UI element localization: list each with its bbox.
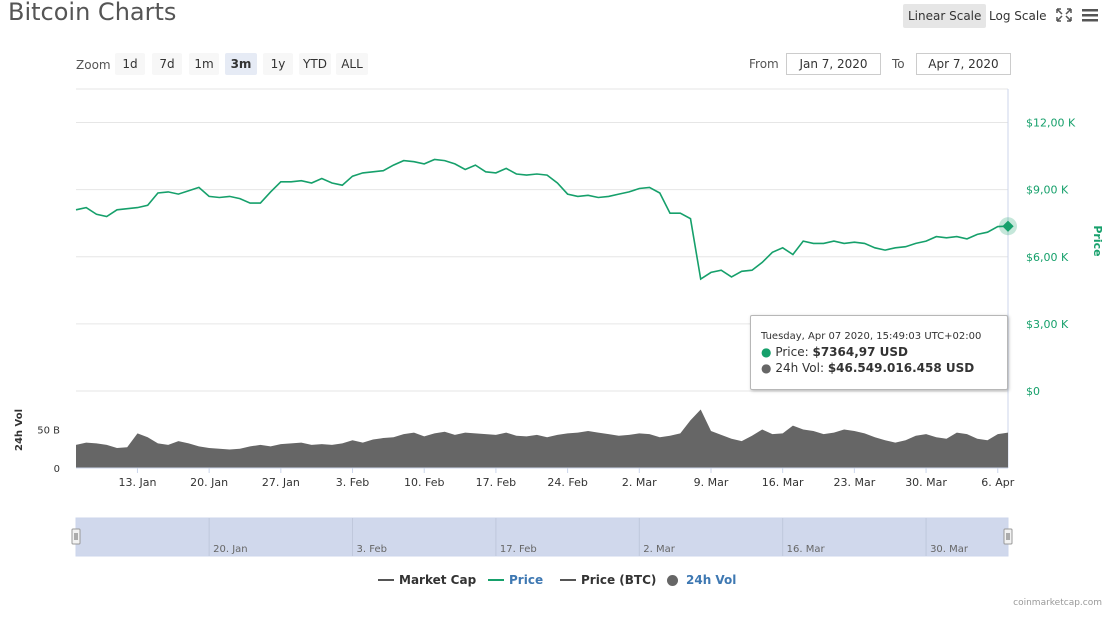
x-tick-label: 2. Mar	[622, 476, 657, 489]
vol-swatch	[667, 574, 678, 586]
from-date-input[interactable]: Jan 7, 2020	[786, 53, 881, 75]
price-swatch	[488, 579, 504, 581]
legend-market-cap[interactable]: Market Cap	[378, 572, 476, 588]
menu-icon[interactable]	[1080, 6, 1100, 24]
tooltip-price-dot: ●	[761, 345, 772, 359]
tooltip-vol-value: $46.549.016.458 USD	[827, 361, 975, 375]
x-tick-label: 6. Apr	[981, 476, 1014, 489]
navigator-tick-label: 17. Feb	[500, 544, 537, 555]
volume-tick-label: 0	[54, 464, 60, 475]
price-tick-label: $12,00 K	[1026, 117, 1076, 130]
log-scale-button[interactable]: Log Scale	[989, 9, 1047, 23]
legend-price[interactable]: Price	[488, 572, 543, 588]
axes: $0 $3,00 K $6,00 K $9,00 K $12,00 K 0 50 B 13. …	[37, 117, 1076, 489]
credit-link[interactable]: coinmarketcap.com	[1013, 598, 1102, 608]
from-label: From	[749, 57, 779, 71]
navigator[interactable]: 20. Jan 3. Feb 17. Feb 2. Mar 16. Mar 30. Mar	[71, 517, 1013, 557]
x-tick-label: 3. Feb	[336, 476, 369, 489]
zoom-label: Zoom	[76, 58, 111, 72]
navigator-tick-label: 30. Mar	[930, 544, 969, 555]
navigator-tick-label: 16. Mar	[787, 544, 826, 555]
price-tick-label: $0	[1026, 385, 1040, 398]
chart-tooltip: Tuesday, Apr 07 2020, 15:49:03 UTC+02:00…	[750, 315, 1008, 390]
legend-price-btc[interactable]: Price (BTC)	[560, 572, 656, 588]
linear-scale-button[interactable]: Linear Scale	[903, 4, 987, 28]
x-tick-label: 17. Feb	[476, 476, 516, 489]
zoom-3m-button[interactable]: 3m	[225, 53, 257, 75]
zoom-7d-button[interactable]: 7d	[152, 53, 182, 75]
grid-lines	[76, 88, 1009, 468]
volume-series	[76, 409, 1008, 468]
volume-axis-title: 24h Vol	[14, 409, 25, 451]
price-line	[75, 158, 1009, 281]
legend-price-label: Price	[509, 573, 544, 587]
tooltip-timestamp: Tuesday, Apr 07 2020, 15:49:03 UTC+02:00	[761, 331, 982, 342]
tooltip-vol-label: 24h Vol:	[775, 361, 824, 375]
price-series	[75, 158, 1017, 281]
hover-marker	[1002, 220, 1014, 232]
price-tick-label: $3,00 K	[1026, 318, 1069, 331]
legend-price-btc-label: Price (BTC)	[581, 573, 657, 587]
to-date-input[interactable]: Apr 7, 2020	[916, 53, 1011, 75]
x-tick-label: 10. Feb	[404, 476, 444, 489]
zoom-1d-button[interactable]: 1d	[115, 53, 145, 75]
price-btc-swatch	[560, 579, 576, 581]
navigator-handle-left	[71, 528, 81, 545]
zoom-1m-button[interactable]: 1m	[189, 53, 219, 75]
x-tick-label: 30. Mar	[905, 476, 947, 489]
x-tick-label: 13. Jan	[118, 476, 156, 489]
volume-area	[76, 409, 1008, 468]
x-tick-label: 20. Jan	[190, 476, 228, 489]
tooltip-price-value: $7364,97 USD	[812, 345, 908, 359]
navigator-tick-label: 3. Feb	[357, 544, 387, 555]
navigator-tick-label: 2. Mar	[643, 544, 675, 555]
legend-market-cap-label: Market Cap	[399, 573, 477, 587]
x-tick-label: 24. Feb	[547, 476, 587, 489]
price-tick-label: $6,00 K	[1026, 251, 1069, 264]
price-tick-label: $9,00 K	[1026, 184, 1069, 197]
volume-tick-label: 50 B	[37, 426, 60, 437]
x-tick-label: 23. Mar	[833, 476, 875, 489]
x-tick-label: 16. Mar	[762, 476, 804, 489]
navigator-tick-label: 20. Jan	[213, 544, 248, 555]
zoom-ytd-button[interactable]: YTD	[299, 53, 331, 75]
tooltip-price-label: Price:	[775, 345, 809, 359]
market-cap-swatch	[378, 579, 394, 581]
price-axis-title: Price	[1091, 225, 1104, 256]
to-label: To	[892, 57, 905, 71]
fullscreen-icon[interactable]	[1054, 6, 1074, 24]
x-tick-label: 27. Jan	[262, 476, 300, 489]
price-chart[interactable]: $0 $3,00 K $6,00 K $9,00 K $12,00 K 0 50 B 13. …	[0, 0, 1106, 570]
tooltip-vol-dot: ●	[761, 361, 772, 375]
navigator-handle-right	[1003, 528, 1013, 545]
legend-vol-label: 24h Vol	[686, 573, 737, 587]
legend-24h-vol[interactable]: 24h Vol	[667, 572, 736, 588]
page-title: Bitcoin Charts	[8, 0, 177, 26]
zoom-1y-button[interactable]: 1y	[263, 53, 293, 75]
zoom-all-button[interactable]: ALL	[336, 53, 368, 75]
x-tick-label: 9. Mar	[694, 476, 729, 489]
